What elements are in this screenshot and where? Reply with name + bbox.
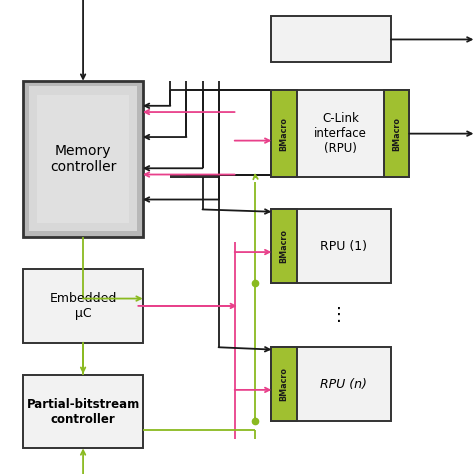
Text: BMacro: BMacro [392, 117, 401, 151]
Text: BMacro: BMacro [280, 117, 289, 151]
Bar [29, 86, 137, 231]
Bar [272, 90, 297, 177]
Text: Memory
controller: Memory controller [50, 144, 116, 174]
Text: BMacro: BMacro [280, 229, 289, 263]
Bar [23, 269, 143, 343]
Bar [272, 210, 391, 283]
Text: RPU (n): RPU (n) [320, 377, 367, 391]
Bar [272, 17, 391, 63]
Text: ⋮: ⋮ [330, 306, 348, 324]
Text: Embedded
μC: Embedded μC [49, 292, 117, 320]
Text: Partial-bitstream
controller: Partial-bitstream controller [27, 398, 140, 426]
Bar [272, 347, 391, 421]
Bar [272, 347, 297, 421]
Bar [37, 95, 129, 223]
Bar [272, 90, 409, 177]
Text: RPU (1): RPU (1) [320, 240, 367, 253]
Bar [23, 81, 143, 237]
Bar [272, 210, 297, 283]
Text: BMacro: BMacro [280, 367, 289, 401]
Text: C-Link
interface
(RPU): C-Link interface (RPU) [314, 112, 367, 155]
Bar [384, 90, 409, 177]
Bar [23, 375, 143, 448]
